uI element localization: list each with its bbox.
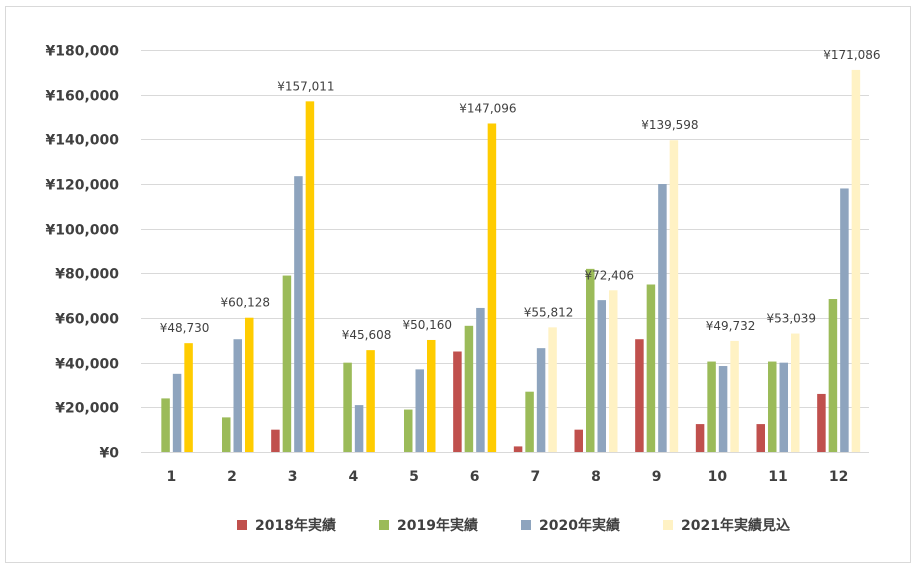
data-label: ¥60,128: [220, 296, 270, 310]
bar: [354, 405, 364, 452]
bar: [586, 268, 595, 452]
data-labels: ¥48,730 ¥60,128 ¥157,011 ¥45,608 ¥50,160 ¥147…: [160, 48, 881, 342]
y-tick-label: ¥0: [100, 446, 120, 462]
bar: [828, 299, 838, 452]
bar: [646, 284, 656, 452]
legend-swatch: [663, 520, 673, 530]
bar: [271, 429, 280, 452]
gridlines: [141, 50, 869, 453]
bar: [222, 417, 231, 452]
bar: [851, 69, 861, 453]
bar: [294, 176, 303, 452]
bar: [695, 424, 705, 452]
bar: [635, 339, 644, 452]
y-tick-label: ¥60,000: [55, 312, 119, 328]
data-label: ¥53,039: [766, 312, 816, 326]
x-tick-label: 6: [470, 469, 480, 485]
y-tick-label: ¥100,000: [45, 223, 119, 239]
bar: [343, 362, 352, 452]
bar: [669, 140, 679, 452]
bar: [476, 307, 485, 452]
x-tick-label: 8: [591, 469, 601, 485]
bar: [548, 327, 557, 452]
bar: [840, 188, 849, 452]
bar: [453, 351, 462, 452]
bar: [525, 391, 534, 452]
bar: [415, 369, 424, 452]
legend-label: 2020年実績: [539, 517, 620, 534]
legend-swatch: [521, 520, 531, 530]
data-label: ¥147,096: [459, 101, 516, 115]
bar: [487, 123, 497, 453]
bar: [366, 350, 375, 452]
x-tick-label: 9: [652, 469, 662, 485]
bars: [161, 69, 861, 453]
bar: [707, 361, 716, 452]
bar: [282, 275, 292, 452]
y-tick-label: ¥180,000: [45, 44, 119, 60]
x-tick-label: 5: [409, 469, 419, 485]
bar: [718, 366, 728, 452]
y-tick-label: ¥160,000: [45, 89, 119, 105]
bar: [172, 373, 182, 452]
data-label: ¥55,812: [524, 305, 574, 319]
bar: [730, 340, 739, 452]
x-tick-label: 12: [829, 469, 848, 485]
bar: [404, 409, 413, 452]
legend-label: 2018年実績: [255, 517, 336, 534]
bar: [184, 343, 193, 452]
data-label: ¥157,011: [277, 79, 334, 93]
x-tick-label: 10: [708, 469, 728, 485]
bar: [779, 362, 788, 452]
bar: [791, 333, 800, 452]
x-tick-label: 3: [288, 469, 298, 485]
bar: [756, 424, 765, 452]
legend-label: 2021年実績見込: [681, 517, 790, 534]
data-label: ¥171,086: [823, 48, 880, 62]
bar: [305, 101, 315, 452]
bar: [513, 446, 523, 452]
data-label: ¥139,598: [641, 118, 698, 132]
legend-swatch: [379, 520, 389, 530]
y-axis-ticks: ¥0 ¥20,000 ¥40,000 ¥60,000 ¥80,000 ¥100,000 ¥1…: [45, 44, 119, 462]
x-tick-label: 7: [530, 469, 540, 485]
bar: [574, 429, 583, 452]
y-tick-label: ¥80,000: [55, 267, 119, 283]
chart-area: [5, 6, 911, 563]
bar: [817, 393, 826, 452]
data-label: ¥48,730: [160, 321, 210, 335]
y-tick-label: ¥20,000: [55, 401, 119, 417]
legend: 2018年実績 2019年実績 2020年実績 2021年実績見込: [237, 517, 790, 534]
bar: [658, 184, 667, 452]
x-axis-ticks: 1 2 3 4 5 6 7 8 9 10 11 12: [166, 469, 848, 485]
bar: [233, 339, 242, 452]
bar: [464, 325, 474, 452]
bar: [597, 300, 606, 452]
bar: [161, 398, 170, 452]
bar: [768, 361, 777, 452]
y-tick-label: ¥40,000: [55, 357, 119, 373]
legend-label: 2019年実績: [397, 517, 478, 534]
bar: [245, 317, 254, 452]
data-label: ¥49,732: [706, 319, 756, 333]
y-tick-label: ¥120,000: [45, 178, 119, 194]
data-label: ¥50,160: [402, 318, 452, 332]
bar: [609, 290, 618, 452]
data-label: ¥72,406: [584, 268, 634, 282]
x-tick-label: 4: [348, 469, 358, 485]
legend-swatch: [237, 520, 247, 530]
data-label: ¥45,608: [342, 328, 392, 342]
bar: [536, 348, 546, 452]
y-tick-label: ¥140,000: [45, 133, 119, 149]
x-tick-label: 1: [166, 469, 176, 485]
x-tick-label: 2: [227, 469, 237, 485]
bar: [427, 339, 436, 452]
x-tick-label: 11: [768, 469, 787, 485]
